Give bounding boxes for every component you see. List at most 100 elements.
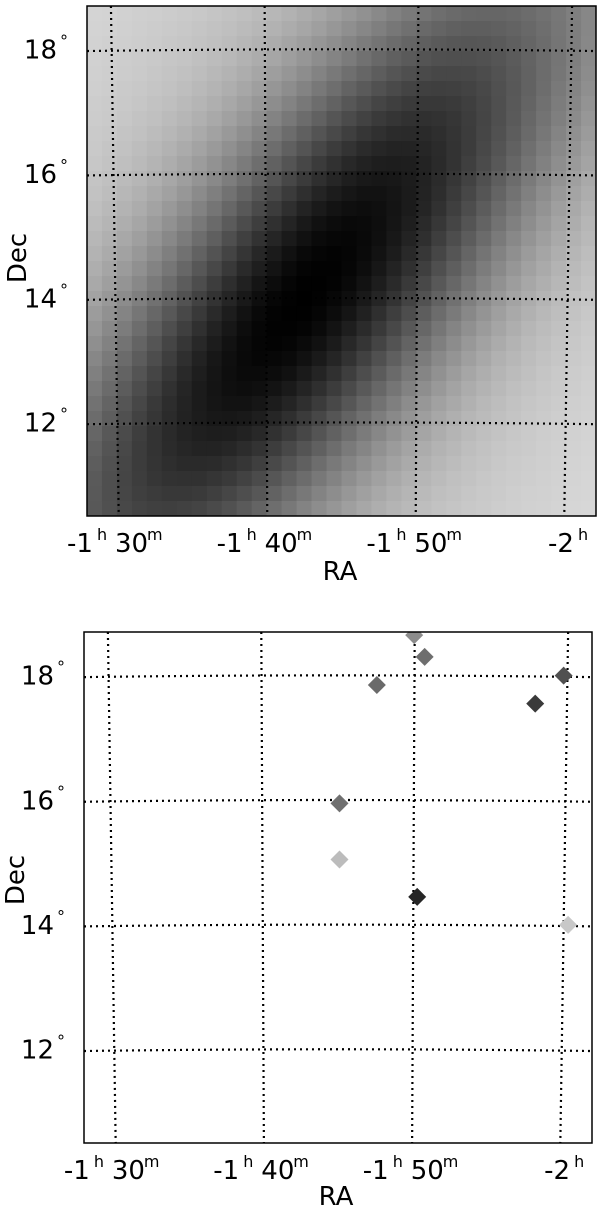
heatmap-cell	[581, 441, 596, 457]
heatmap-cell	[326, 21, 343, 37]
heatmap-cell	[296, 126, 313, 142]
heatmap-cell	[311, 336, 328, 352]
heatmap-cell	[266, 456, 283, 472]
heatmap-cell	[491, 336, 507, 352]
heatmap-cell	[566, 216, 582, 232]
heatmap-cell	[131, 36, 148, 52]
heatmap-cell	[506, 96, 522, 112]
heatmap-cell	[161, 231, 178, 247]
heatmap-cell	[386, 216, 402, 232]
heatmap-cell	[371, 6, 388, 22]
heatmap-cell	[446, 426, 462, 442]
heatmap-cell	[551, 261, 567, 277]
heatmap-cell	[131, 126, 148, 142]
heatmap-cell	[116, 51, 133, 67]
heatmap-cell	[236, 396, 253, 412]
heatmap-cell	[281, 216, 298, 232]
ra-gridline	[260, 632, 265, 1143]
heatmap-cell	[386, 456, 402, 472]
heatmap-cell	[281, 486, 298, 502]
heatmap-cell	[551, 456, 567, 472]
heatmap-cell	[461, 201, 477, 217]
heatmap-cell	[101, 66, 118, 82]
heatmap-cell	[266, 246, 283, 262]
heatmap-cell	[356, 36, 373, 52]
heatmap-cell	[251, 6, 268, 22]
heatmap-cell	[446, 81, 462, 97]
heatmap-cell	[116, 486, 133, 502]
heatmap-cell	[87, 156, 103, 172]
heatmap-cell	[101, 21, 118, 37]
heatmap-cell	[506, 246, 522, 262]
heatmap-cell	[311, 21, 328, 37]
heatmap-cell	[206, 66, 223, 82]
heatmap-cell	[401, 216, 417, 232]
heatmap-cell	[87, 366, 103, 382]
heatmap-cell	[296, 36, 313, 52]
heatmap-cell	[491, 66, 507, 82]
heatmap-cell	[221, 411, 238, 427]
heatmap-cell	[506, 201, 522, 217]
heatmap-cell	[536, 321, 552, 337]
heatmap-cell	[251, 21, 268, 37]
heatmap-cell	[446, 441, 462, 457]
heatmap-cell	[161, 201, 178, 217]
heatmap-cell	[206, 156, 223, 172]
heatmap-cell	[536, 486, 552, 502]
heatmap-cell	[101, 261, 118, 277]
heatmap-cell	[506, 141, 522, 157]
heatmap-cell	[401, 441, 417, 457]
heatmap-cell	[281, 381, 298, 397]
heatmap-cell	[506, 366, 522, 382]
heatmap-cell	[87, 261, 103, 277]
heatmap-cell	[206, 186, 223, 202]
heatmap-cell	[221, 396, 238, 412]
heatmap-cell	[491, 246, 507, 262]
heatmap-cell	[356, 126, 373, 142]
heatmap-cell	[161, 486, 178, 502]
heatmap-cell	[341, 6, 358, 22]
heatmap-cell	[101, 336, 118, 352]
heatmap-cell	[521, 231, 537, 247]
heatmap-cell	[521, 321, 537, 337]
heatmap-cell	[116, 411, 133, 427]
heatmap-cell	[87, 81, 103, 97]
heatmap-cell	[101, 141, 118, 157]
dec-gridline	[84, 923, 592, 928]
heatmap-cell	[236, 351, 253, 367]
heatmap-cell	[521, 21, 537, 37]
heatmap-cell	[146, 156, 163, 172]
heatmap-cell	[236, 171, 253, 187]
heatmap-cell	[296, 471, 313, 487]
heatmap-cell	[311, 231, 328, 247]
heatmap-cell	[161, 246, 178, 262]
heatmap-cell	[191, 381, 208, 397]
heatmap-cell	[281, 21, 298, 37]
heatmap-cell	[386, 66, 402, 82]
heatmap-cell	[386, 186, 402, 202]
scatter-point	[415, 647, 434, 666]
heatmap-cell	[431, 81, 447, 97]
heatmap-cell	[566, 6, 582, 22]
heatmap-cell	[176, 306, 193, 322]
heatmap-cell	[566, 486, 582, 502]
heatmap-cell	[401, 51, 417, 67]
heatmap-cell	[87, 426, 103, 442]
ra-tick-hours-unit: h	[574, 1152, 584, 1171]
heatmap-cell	[356, 381, 373, 397]
heatmap-cell	[521, 6, 537, 22]
heatmap-cell	[251, 336, 268, 352]
heatmap-cell	[281, 276, 298, 292]
heatmap-cell	[551, 276, 567, 292]
heatmap-cell	[506, 66, 522, 82]
heatmap-cell	[476, 486, 492, 502]
heatmap-cell	[446, 486, 462, 502]
heatmap-cell	[341, 201, 358, 217]
heatmap-cell	[566, 276, 582, 292]
heatmap-cell	[87, 441, 103, 457]
heatmap-cell	[521, 441, 537, 457]
heatmap-cell	[551, 246, 567, 262]
heatmap-cell	[326, 231, 343, 247]
heatmap-cell	[296, 111, 313, 127]
heatmap-cell	[506, 6, 522, 22]
